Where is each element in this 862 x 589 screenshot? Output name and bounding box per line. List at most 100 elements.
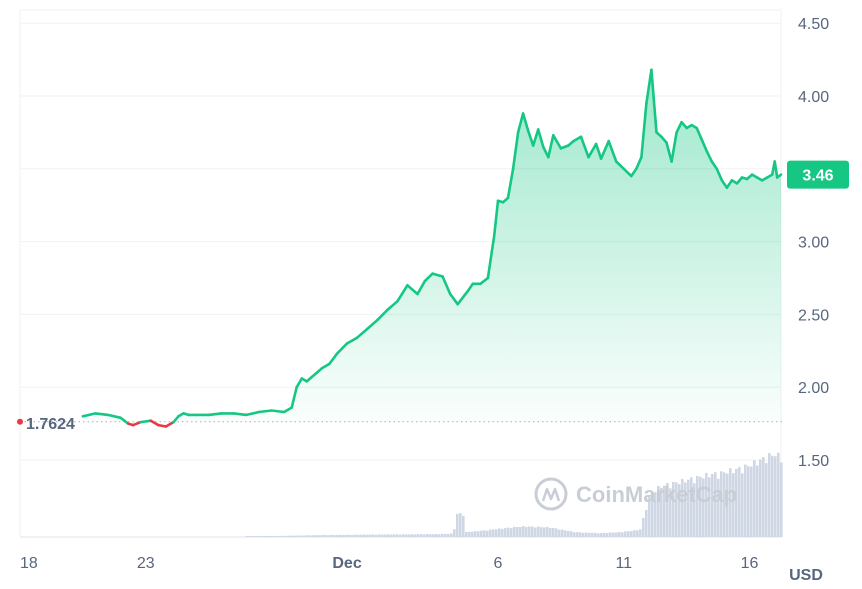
current-price-value: 3.46 <box>802 168 833 185</box>
volume-bar <box>303 535 306 537</box>
volume-bar <box>522 526 525 537</box>
volume-bar <box>378 534 381 537</box>
volume-bar <box>411 534 414 537</box>
volume-bar <box>297 535 300 537</box>
price-line-segment <box>640 102 648 159</box>
x-axis-labels: 18 23 Dec 6 11 16 <box>20 555 759 572</box>
volume-bar <box>300 535 303 537</box>
volume-bar <box>330 534 333 537</box>
price-line-segment <box>599 139 611 160</box>
volume-bar <box>348 534 351 537</box>
volume-bar <box>447 533 450 537</box>
volume-bar <box>603 532 606 537</box>
volume-bar <box>306 535 309 537</box>
volume-bar <box>390 534 393 537</box>
volume-bar <box>375 534 378 537</box>
volume-bar <box>345 534 348 537</box>
volume-bar <box>516 527 519 537</box>
volume-bar <box>471 531 474 537</box>
price-line-segment <box>406 283 419 296</box>
volume-bar <box>474 531 477 537</box>
volume-bar <box>489 529 492 537</box>
volume-bar <box>567 531 570 537</box>
volume-bar <box>339 534 342 537</box>
price-line-segment <box>675 120 683 134</box>
volume-bar <box>753 460 756 537</box>
volume-bar <box>663 485 666 537</box>
volume-bar <box>450 533 453 537</box>
volume-bar <box>771 455 774 537</box>
volume-bar <box>723 472 726 537</box>
price-line-segment <box>94 412 110 417</box>
volume-bar <box>636 530 639 537</box>
price-line-segment <box>710 160 719 171</box>
volume-bar <box>405 534 408 537</box>
volume-bar <box>354 534 357 537</box>
price-line-segment <box>131 420 143 427</box>
price-line-segment <box>119 416 130 425</box>
volume-bar <box>741 473 744 537</box>
price-line-segment <box>629 167 638 178</box>
volume-bar <box>456 513 459 537</box>
volume-bar <box>255 536 258 537</box>
volume-bar <box>423 534 426 537</box>
volume-bar <box>714 472 717 537</box>
y-tick-label: 2.00 <box>798 380 829 397</box>
price-line-segment <box>396 283 409 303</box>
volume-bar <box>558 529 561 537</box>
price-area-fill <box>82 69 781 422</box>
volume-bar <box>735 468 738 537</box>
volume-bar <box>693 483 696 537</box>
price-line-segment <box>670 131 678 163</box>
volume-bar <box>711 473 714 537</box>
volume-bar <box>672 481 675 537</box>
volume-bar <box>429 534 432 537</box>
x-tick-label: Dec <box>332 555 361 572</box>
volume-bar <box>273 536 276 537</box>
volume-bar <box>684 482 687 537</box>
price-line-segment <box>572 135 583 143</box>
price-line-segment <box>622 167 633 178</box>
volume-bar <box>417 534 420 537</box>
volume-bar <box>765 463 768 537</box>
volume-bar <box>465 531 468 537</box>
volume-bar <box>258 536 261 537</box>
price-line-segment <box>375 308 389 322</box>
volume-bar <box>594 532 597 537</box>
volume-bar <box>642 517 645 537</box>
volume-bar <box>648 495 651 537</box>
volume-bar <box>747 466 750 537</box>
volume-bar <box>366 534 369 537</box>
price-line-segment <box>526 129 535 147</box>
volume-bar <box>309 535 312 537</box>
price-line <box>81 68 783 428</box>
start-price-dot <box>17 418 23 425</box>
volume-bar <box>333 534 336 537</box>
volume-bar <box>387 534 390 537</box>
y-tick-label: 4.00 <box>798 89 829 106</box>
start-price-label: 1.7624 <box>26 416 75 433</box>
volume-bar <box>627 531 630 537</box>
volume-bar <box>336 534 339 537</box>
y-tick-label: 4.50 <box>798 16 829 33</box>
volume-bar <box>459 513 462 537</box>
volume-bar <box>495 529 498 537</box>
volume-bar <box>372 534 375 537</box>
price-line-segment <box>245 410 261 417</box>
volume-bar <box>453 529 456 537</box>
volume-bar <box>291 535 294 537</box>
volume-bar <box>651 491 654 537</box>
volume-bar <box>540 527 543 537</box>
volume-bar <box>666 483 669 537</box>
volume-bar <box>492 529 495 537</box>
price-line-segment <box>546 134 555 159</box>
volume-bar <box>528 526 531 537</box>
volume-bar <box>690 477 693 537</box>
volume-bar <box>477 531 480 537</box>
price-line-segment <box>466 282 475 293</box>
volume-bar <box>525 527 528 537</box>
volume-bar <box>315 535 318 537</box>
volume-bar <box>774 456 777 537</box>
volume-bar <box>681 479 684 537</box>
volume-bar <box>750 466 753 537</box>
